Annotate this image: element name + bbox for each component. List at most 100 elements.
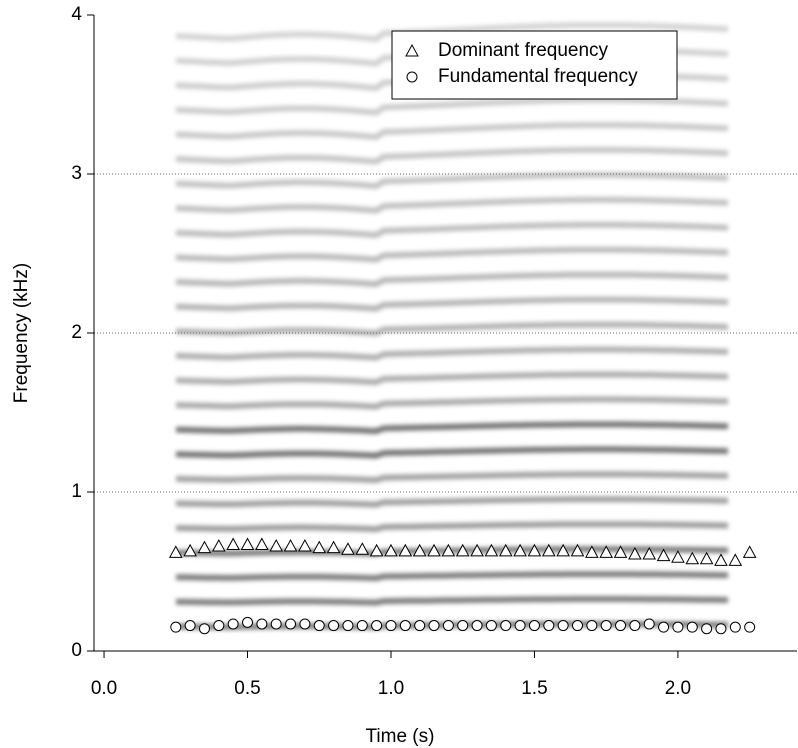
spectrogram-band	[175, 421, 729, 435]
data-point	[184, 620, 196, 632]
legend-marker	[406, 71, 418, 83]
spectrogram-band	[175, 396, 729, 410]
data-point	[227, 618, 239, 630]
data-point	[398, 543, 413, 557]
plot	[168, 537, 757, 635]
data-point	[371, 620, 383, 632]
data-point	[471, 620, 483, 632]
data-point	[197, 540, 212, 554]
data-point	[355, 542, 370, 555]
data-point	[428, 620, 440, 632]
spectrogram-band	[175, 271, 729, 288]
data-point	[613, 545, 628, 558]
data-point	[571, 620, 583, 632]
data-point	[240, 537, 255, 550]
data-point	[168, 545, 183, 558]
data-point	[744, 621, 756, 633]
spectrogram-band	[175, 496, 729, 508]
data-point	[685, 551, 700, 565]
data-point	[170, 621, 182, 633]
y-tick-label: 3	[71, 163, 82, 184]
spectrogram-band	[175, 146, 729, 165]
x-tick-label: 0.0	[91, 678, 117, 699]
data-point	[498, 543, 513, 557]
data-point	[671, 550, 685, 563]
data-point	[628, 546, 642, 560]
spectrogram-band	[175, 296, 729, 312]
data-point	[543, 620, 555, 632]
spectrogram	[175, 22, 729, 631]
legend-label: Fundamental frequency	[438, 66, 638, 87]
data-point	[600, 620, 612, 632]
data-point	[742, 545, 757, 558]
data-point	[414, 620, 426, 632]
x-tick-label: 1.0	[378, 678, 404, 699]
data-point	[412, 543, 427, 557]
data-point	[285, 618, 297, 630]
data-point	[342, 620, 354, 632]
data-point	[298, 539, 312, 552]
data-point	[642, 546, 657, 560]
spectrogram-band	[175, 221, 729, 239]
data-point	[384, 543, 398, 557]
data-point	[328, 620, 340, 632]
spectrogram-band	[175, 246, 729, 263]
data-point	[312, 540, 327, 554]
spectrogram-band	[175, 22, 729, 43]
spectrogram-band	[175, 97, 729, 116]
x-tick-label: 0.5	[234, 678, 260, 699]
spectrogram-band	[175, 571, 729, 582]
data-point	[500, 620, 512, 632]
y-tick-label: 2	[71, 322, 82, 343]
data-point	[226, 537, 241, 550]
data-point	[299, 618, 311, 630]
data-point	[715, 623, 727, 635]
data-point	[213, 620, 225, 632]
spectrogram-band	[175, 346, 729, 361]
y-tick-label: 0	[71, 640, 82, 661]
data-point	[586, 620, 598, 632]
data-point	[369, 543, 384, 557]
y-tick-label: 1	[71, 481, 82, 502]
data-point	[470, 543, 484, 557]
data-point	[211, 539, 226, 552]
data-point	[441, 543, 456, 557]
data-point	[255, 537, 269, 550]
data-point	[326, 540, 341, 554]
data-point	[341, 542, 355, 555]
data-point	[570, 543, 585, 557]
legend-box	[391, 30, 678, 100]
data-point	[485, 620, 497, 632]
data-point	[629, 620, 641, 632]
data-point	[699, 551, 714, 565]
spectrogram-band	[175, 471, 729, 484]
legend: Dominant frequency Fundamental frequency	[391, 30, 678, 100]
spectrogram-band	[175, 122, 729, 141]
y-tick-label: 4	[71, 4, 82, 25]
data-point	[442, 620, 454, 632]
legend-label: Dominant frequency	[438, 40, 609, 61]
data-point	[283, 539, 298, 552]
spectrogram-band	[175, 446, 729, 459]
data-point	[714, 553, 728, 566]
grid	[94, 173, 797, 493]
data-point	[701, 623, 713, 635]
data-point	[541, 543, 556, 557]
data-point	[198, 623, 210, 635]
data-point	[269, 539, 284, 552]
spectrogram-band	[175, 596, 729, 606]
data-point	[728, 553, 743, 566]
data-point	[584, 545, 599, 558]
data-point	[557, 620, 569, 632]
spectrogram-band	[175, 521, 729, 533]
data-point	[656, 548, 671, 562]
data-point	[242, 616, 254, 628]
data-point	[313, 620, 325, 632]
x-tick-label: 1.5	[521, 678, 547, 699]
data-point	[356, 620, 368, 632]
data-point	[270, 618, 282, 630]
spectrogram-band	[175, 196, 729, 214]
data-point	[686, 621, 698, 633]
data-point	[615, 620, 627, 632]
